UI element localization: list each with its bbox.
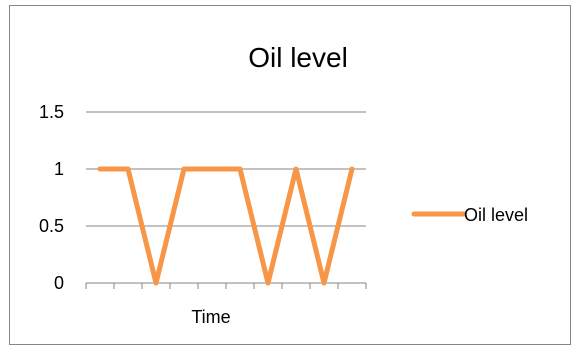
axes: [85, 282, 367, 289]
y-tick-label: 0.5: [39, 216, 64, 236]
x-axis-title: Time: [191, 307, 230, 327]
legend: Oil level: [411, 205, 528, 225]
y-tick-label: 1: [54, 159, 64, 179]
legend-label: Oil level: [464, 205, 528, 225]
chart-frame: [9, 5, 571, 345]
y-tick-labels: 0 0.5 1 1.5: [39, 102, 64, 293]
series-layer: [97, 166, 355, 286]
y-tick-label: 0: [54, 273, 64, 293]
chart-title: Oil level: [248, 42, 348, 73]
y-tick-label: 1.5: [39, 102, 64, 122]
series-line: [97, 166, 355, 286]
